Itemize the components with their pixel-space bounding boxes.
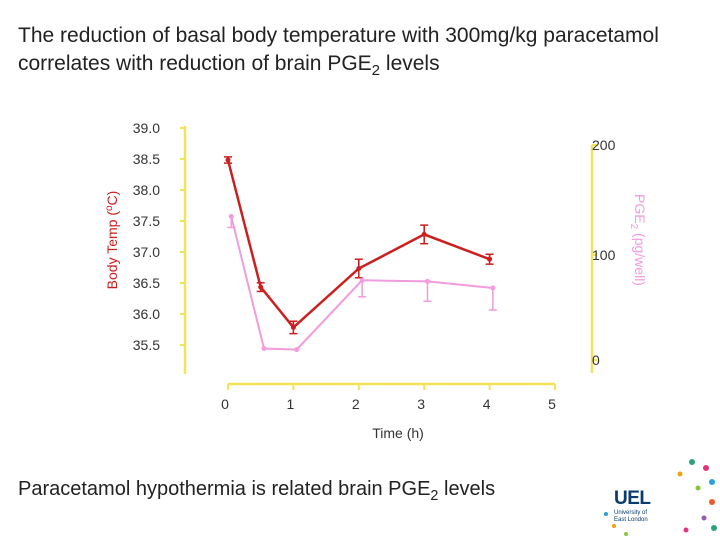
data-point (258, 284, 264, 290)
chart-caption: Paracetamol hypothermia is related brain… (18, 478, 496, 504)
logo-text: UEL (614, 488, 651, 509)
data-point (294, 347, 300, 353)
y-right-tick-label: 0 (592, 352, 600, 368)
page-title: The reduction of basal body temperature … (18, 24, 659, 80)
y-right-axis-label: PGE2 (pg/well) (628, 194, 648, 286)
y-left-tick-label: 37.0 (133, 244, 160, 260)
data-point (261, 346, 267, 351)
data-point (487, 256, 493, 262)
x-tick-label: 2 (352, 396, 360, 412)
uel-logo: UEL University of East London (600, 452, 720, 540)
y-left-tick-label: 38.5 (133, 151, 160, 167)
logo-dots-icon (604, 459, 717, 536)
y-left-tick-label: 38.0 (133, 182, 160, 198)
y-right-tick-label: 100 (592, 247, 616, 263)
y-left-tick-label: 39.0 (133, 120, 160, 136)
y-left-tick-label: 36.0 (133, 306, 160, 322)
y-left-tick-label: 35.5 (133, 337, 160, 353)
x-tick-label: 4 (483, 396, 491, 412)
y-left-tick-label: 37.5 (133, 213, 160, 229)
series-line-pge2 (230, 216, 493, 351)
y-left-axis-label: Body Temp (oC) (104, 191, 120, 290)
x-tick-label: 1 (287, 396, 295, 412)
data-point (490, 285, 496, 291)
data-point (228, 214, 234, 219)
x-tick-label: 3 (417, 396, 425, 412)
y-right-tick-label: 200 (592, 137, 616, 153)
y-left-tick-label: 36.5 (133, 275, 160, 291)
logo-university: University of East London (614, 510, 648, 523)
series-line-body-temp (226, 159, 491, 330)
data-point (356, 266, 362, 271)
data-point (424, 278, 430, 284)
data-point (421, 231, 427, 237)
x-tick-label: 5 (548, 396, 556, 412)
data-point (290, 324, 296, 330)
data-point (359, 277, 365, 283)
x-axis-label: Time (h) (372, 425, 424, 441)
data-point (225, 157, 231, 163)
x-tick-label: 0 (221, 396, 229, 412)
